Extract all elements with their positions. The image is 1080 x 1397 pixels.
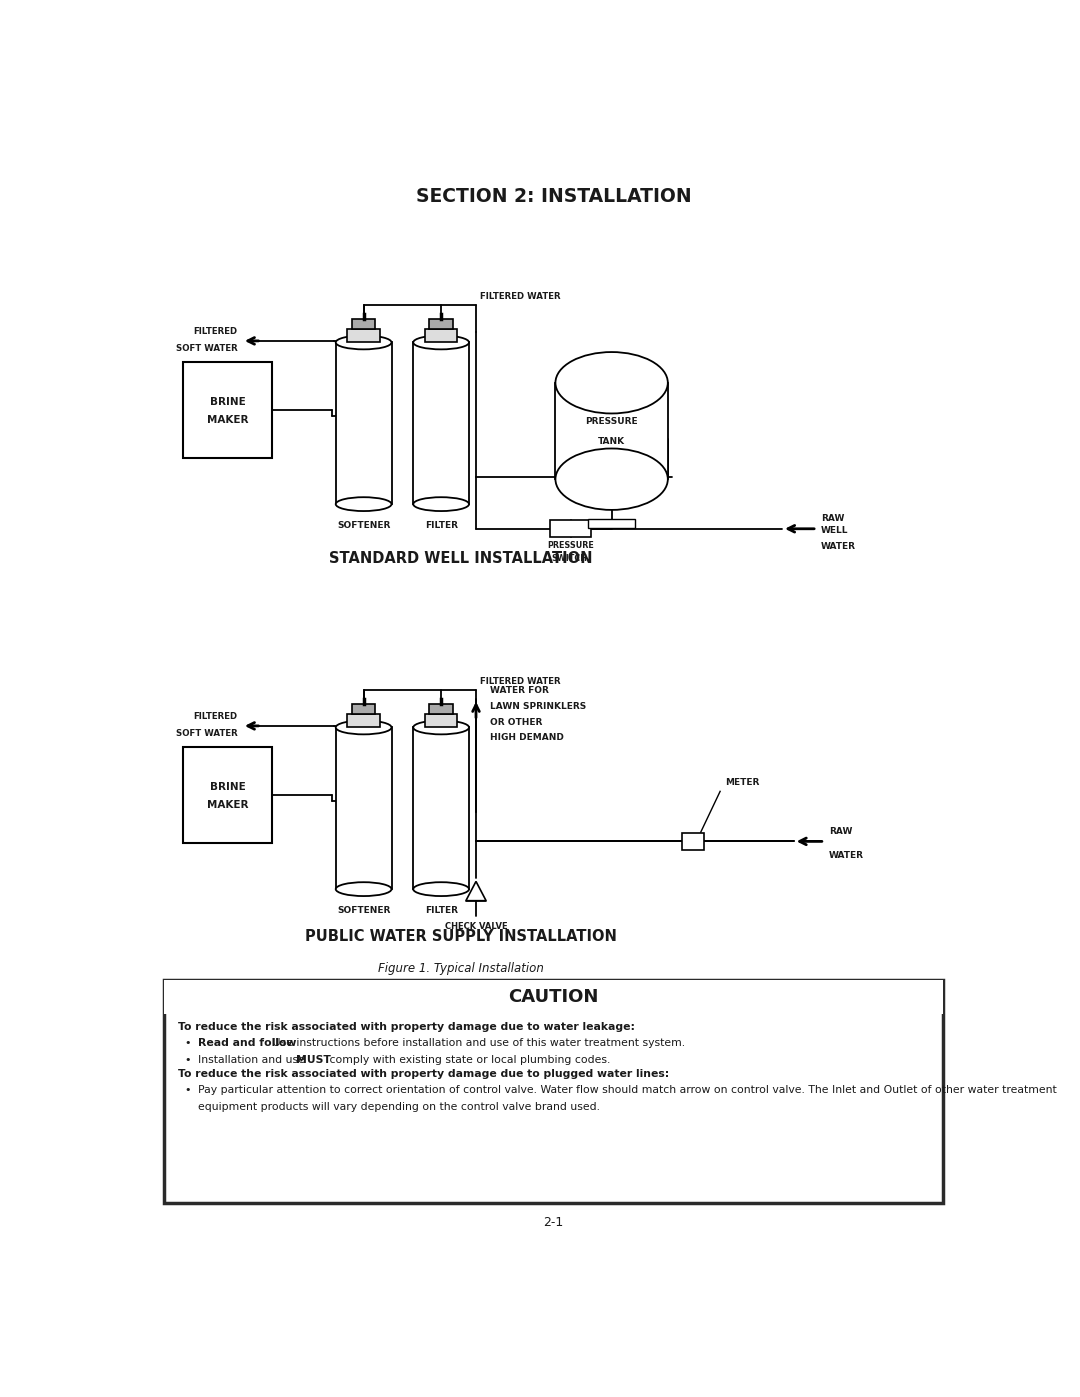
Text: 2-1: 2-1 xyxy=(543,1215,564,1229)
Text: •: • xyxy=(185,1055,191,1065)
Ellipse shape xyxy=(336,497,392,511)
Ellipse shape xyxy=(414,335,469,349)
Text: SOFT WATER: SOFT WATER xyxy=(176,729,238,738)
Text: Use instructions before installation and use of this water treatment system.: Use instructions before installation and… xyxy=(269,1038,685,1048)
Ellipse shape xyxy=(336,335,392,349)
Text: RAW: RAW xyxy=(828,827,852,835)
Text: FILTERED WATER: FILTERED WATER xyxy=(480,292,561,300)
Bar xyxy=(414,342,469,504)
Text: PUBLIC WATER SUPPLY INSTALLATION: PUBLIC WATER SUPPLY INSTALLATION xyxy=(305,929,617,944)
Text: Installation and use: Installation and use xyxy=(198,1055,308,1065)
Text: MAKER: MAKER xyxy=(207,800,248,810)
Text: RAW: RAW xyxy=(821,514,845,522)
Text: CAUTION: CAUTION xyxy=(509,988,598,1006)
Text: comply with existing state or local plumbing codes.: comply with existing state or local plum… xyxy=(326,1055,610,1065)
Text: SWITCH.: SWITCH. xyxy=(551,555,590,563)
Text: WELL: WELL xyxy=(821,525,849,535)
Text: SOFTENER: SOFTENER xyxy=(337,521,390,529)
Text: STANDARD WELL INSTALLATION: STANDARD WELL INSTALLATION xyxy=(328,550,592,566)
Ellipse shape xyxy=(414,721,469,735)
Text: SOFTENER: SOFTENER xyxy=(337,907,390,915)
Text: MAKER: MAKER xyxy=(207,415,248,425)
Ellipse shape xyxy=(336,721,392,735)
Bar xyxy=(352,319,376,330)
Text: FILTER: FILTER xyxy=(424,521,458,529)
Bar xyxy=(414,728,469,888)
Text: To reduce the risk associated with property damage due to water leakage:: To reduce the risk associated with prope… xyxy=(178,1021,635,1031)
Ellipse shape xyxy=(555,352,667,414)
Bar xyxy=(183,746,272,842)
Text: •: • xyxy=(185,1038,191,1048)
Text: HIGH DEMAND: HIGH DEMAND xyxy=(490,733,564,742)
Ellipse shape xyxy=(414,882,469,895)
Text: Pay particular attention to correct orientation of control valve. Water flow sho: Pay particular attention to correct orie… xyxy=(198,1085,1056,1095)
Text: WATER: WATER xyxy=(821,542,855,550)
Text: LAWN SPRINKLERS: LAWN SPRINKLERS xyxy=(490,703,586,711)
Ellipse shape xyxy=(555,448,667,510)
Bar xyxy=(183,362,272,458)
Bar xyxy=(352,704,376,714)
Text: BRINE: BRINE xyxy=(210,782,245,792)
Text: equipment products will vary depending on the control valve brand used.: equipment products will vary depending o… xyxy=(198,1102,599,1112)
Text: MUST: MUST xyxy=(296,1055,332,1065)
Bar xyxy=(164,979,943,1203)
Bar xyxy=(348,330,380,342)
Ellipse shape xyxy=(336,882,392,895)
Text: FILTER: FILTER xyxy=(424,907,458,915)
Bar xyxy=(424,714,458,728)
Bar xyxy=(164,979,943,1014)
Bar xyxy=(336,342,392,504)
Text: PRESSURE: PRESSURE xyxy=(585,418,638,426)
Text: TANK: TANK xyxy=(598,437,625,446)
Bar xyxy=(336,728,392,888)
Text: PRESSURE: PRESSURE xyxy=(548,541,594,550)
Text: Read and follow: Read and follow xyxy=(198,1038,296,1048)
Text: OR OTHER: OR OTHER xyxy=(490,718,542,728)
Bar xyxy=(589,520,635,528)
Bar xyxy=(430,319,453,330)
Text: SOFT WATER: SOFT WATER xyxy=(176,344,238,353)
Text: FILTERED: FILTERED xyxy=(193,711,238,721)
Text: METER: METER xyxy=(726,778,760,788)
Text: FILTERED: FILTERED xyxy=(193,327,238,335)
Bar xyxy=(551,520,591,538)
Text: Figure 1. Typical Installation: Figure 1. Typical Installation xyxy=(378,961,543,975)
Text: CHECK VALVE: CHECK VALVE xyxy=(445,922,508,932)
Ellipse shape xyxy=(414,497,469,511)
Bar xyxy=(555,383,667,479)
Polygon shape xyxy=(465,882,486,901)
Text: WATER FOR: WATER FOR xyxy=(490,686,549,696)
Bar xyxy=(424,330,458,342)
Text: To reduce the risk associated with property damage due to plugged water lines:: To reduce the risk associated with prope… xyxy=(178,1069,670,1078)
Text: •: • xyxy=(185,1085,191,1095)
Text: WATER: WATER xyxy=(828,851,864,859)
Bar xyxy=(683,833,704,849)
Text: FILTERED WATER: FILTERED WATER xyxy=(480,678,561,686)
Bar xyxy=(348,714,380,728)
Text: SECTION 2: INSTALLATION: SECTION 2: INSTALLATION xyxy=(416,187,691,205)
Bar xyxy=(430,704,453,714)
Text: BRINE: BRINE xyxy=(210,397,245,407)
